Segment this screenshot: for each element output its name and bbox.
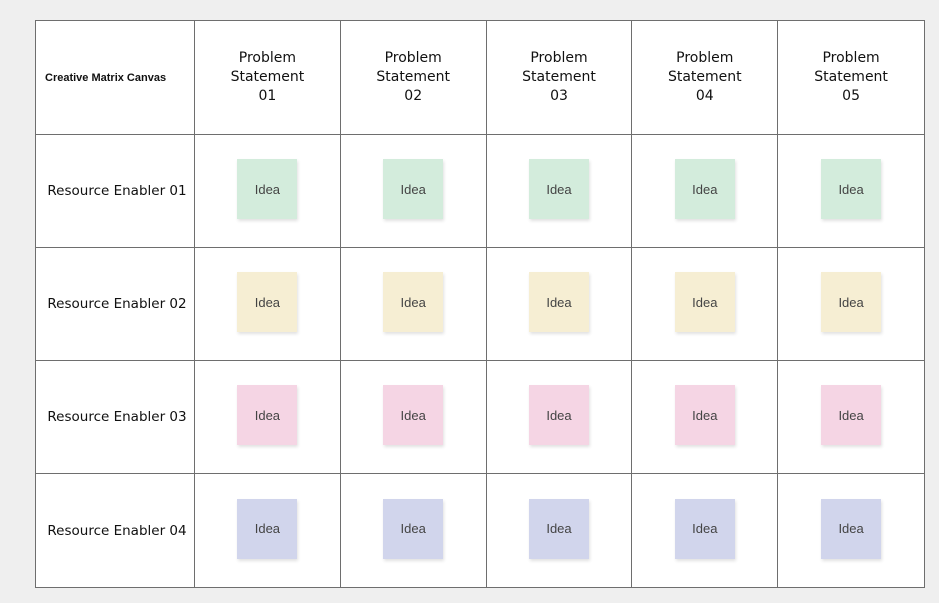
sticky-note[interactable]: Idea (674, 385, 735, 445)
row-header-2: Resource Enabler 02 (36, 248, 195, 361)
matrix-cell: Idea (632, 361, 779, 474)
matrix-cell: Idea (340, 248, 487, 361)
sticky-note[interactable]: Idea (674, 272, 735, 332)
matrix-cell: Idea (632, 474, 779, 587)
sticky-note[interactable]: Idea (821, 385, 882, 445)
canvas-title: Creative Matrix Canvas (45, 71, 167, 84)
matrix-cell: Idea (632, 135, 779, 248)
row-header-label: Resource Enabler 04 (47, 522, 187, 539)
matrix-cell: Idea (340, 135, 487, 248)
row-header-label: Resource Enabler 02 (47, 296, 187, 312)
sticky-note[interactable]: Idea (383, 272, 444, 332)
matrix-cell: Idea (340, 361, 487, 474)
matrix-cell: Idea (632, 248, 779, 361)
sticky-note[interactable]: Idea (821, 498, 882, 559)
row-header-4: Resource Enabler 04 (36, 474, 195, 587)
sticky-note[interactable]: Idea (528, 159, 589, 219)
matrix-cell: Idea (778, 361, 924, 474)
sticky-note[interactable]: Idea (821, 159, 882, 219)
sticky-note[interactable]: Idea (528, 385, 589, 445)
matrix-cell: Idea (486, 135, 633, 248)
column-header-label: Problem Statement 01 (230, 50, 305, 104)
matrix-cell: Idea (195, 361, 341, 474)
sticky-note[interactable]: Idea (528, 498, 589, 559)
sticky-note[interactable]: Idea (383, 159, 444, 219)
row-header-label: Resource Enabler 03 (47, 409, 187, 425)
matrix-cell: Idea (195, 248, 341, 361)
column-header-label: Problem Statement 02 (376, 50, 451, 104)
row-header-label: Resource Enabler 01 (47, 183, 187, 199)
matrix-cell: Idea (195, 135, 341, 248)
sticky-note[interactable]: Idea (528, 272, 589, 332)
sticky-note[interactable]: Idea (821, 272, 882, 332)
column-header-4: Problem Statement 04 (632, 21, 779, 135)
sticky-note[interactable]: Idea (237, 498, 298, 559)
matrix-cell: Idea (341, 474, 487, 587)
matrix-cell: Idea (195, 474, 341, 587)
sticky-note[interactable]: Idea (674, 159, 735, 219)
matrix-cell: Idea (486, 248, 633, 361)
column-header-label: Problem Statement 03 (522, 50, 596, 104)
column-header-label: Problem Statement 05 (814, 50, 888, 104)
creative-matrix-canvas: Creative Matrix Canvas Problem Statement… (35, 20, 925, 588)
column-header-1: Problem Statement 01 (195, 21, 341, 135)
matrix-cell: Idea (486, 361, 633, 474)
sticky-note[interactable]: Idea (237, 159, 298, 219)
matrix-cell: Idea (778, 474, 924, 587)
sticky-note[interactable]: Idea (674, 498, 735, 559)
matrix-cell: Idea (487, 474, 633, 587)
sticky-note[interactable]: Idea (383, 385, 444, 445)
sticky-note[interactable]: Idea (237, 385, 298, 445)
column-header-5: Problem Statement 05 (778, 21, 924, 135)
sticky-note[interactable]: Idea (383, 498, 444, 559)
matrix-cell: Idea (778, 248, 924, 361)
row-header-3: Resource Enabler 03 (36, 361, 195, 474)
matrix-cell: Idea (778, 135, 924, 248)
column-header-2: Problem Statement 02 (340, 21, 487, 135)
row-header-1: Resource Enabler 01 (36, 135, 195, 248)
sticky-note[interactable]: Idea (237, 272, 298, 332)
column-header-label: Problem Statement 04 (667, 50, 742, 104)
canvas-title-cell: Creative Matrix Canvas (36, 21, 195, 135)
column-header-3: Problem Statement 03 (486, 21, 633, 135)
